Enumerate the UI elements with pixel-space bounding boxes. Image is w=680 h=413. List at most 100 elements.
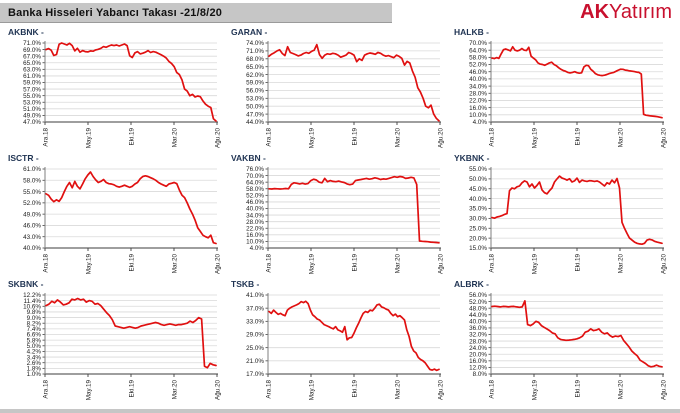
x-tick-label: May.19 bbox=[531, 254, 538, 275]
y-tick-label: 40.0% bbox=[469, 76, 487, 83]
y-tick-label: 37.0% bbox=[246, 305, 264, 312]
y-tick-label: 44.0% bbox=[246, 119, 264, 126]
y-tick-label: 56.0% bbox=[469, 292, 487, 299]
y-tick-label: 40.0% bbox=[246, 206, 264, 213]
y-tick-label: 40.0% bbox=[23, 245, 41, 252]
y-tick-label: 12.0% bbox=[469, 365, 487, 372]
y-tick-label: 56.0% bbox=[246, 88, 264, 95]
chart-isctr: ISCTR - 61.0% 58.0% 55.0% 52.0% 49.0% 46.0% 43.… bbox=[5, 153, 225, 278]
y-tick-label: 55.0% bbox=[469, 166, 487, 173]
x-tick-label: Ağu.20 bbox=[660, 380, 667, 400]
y-tick-label: 47.0% bbox=[23, 119, 41, 126]
y-tick-label: 64.0% bbox=[246, 179, 264, 186]
x-tick-label: Ağu.20 bbox=[214, 380, 221, 400]
x-tick-label: May.19 bbox=[308, 128, 315, 149]
y-tick-label: 55.0% bbox=[23, 93, 41, 100]
y-tick-label: 17.0% bbox=[246, 371, 264, 378]
y-tick-label: 61.0% bbox=[23, 73, 41, 80]
y-tick-label: 70.0% bbox=[246, 173, 264, 180]
x-tick-label: Eki.19 bbox=[574, 128, 581, 146]
x-tick-label: Eki.19 bbox=[351, 380, 358, 398]
y-tick-label: 5.8% bbox=[27, 337, 42, 344]
x-tick-label: Ağu.20 bbox=[660, 128, 667, 148]
chart-title: VAKBN - bbox=[231, 153, 266, 163]
y-tick-label: 34.0% bbox=[246, 212, 264, 219]
x-tick-label: May.19 bbox=[531, 128, 538, 149]
x-tick-label: May.19 bbox=[85, 128, 92, 149]
y-tick-label: 10.6% bbox=[23, 303, 41, 310]
y-tick-label: 22.0% bbox=[469, 98, 487, 105]
y-tick-label: 71.0% bbox=[23, 40, 41, 47]
y-tick-label: 50.0% bbox=[469, 176, 487, 183]
y-tick-label: 46.0% bbox=[23, 223, 41, 230]
y-tick-label: 25.0% bbox=[246, 345, 264, 352]
y-tick-label: 55.0% bbox=[23, 189, 41, 196]
y-tick-label: 52.0% bbox=[23, 200, 41, 207]
x-tick-label: May.19 bbox=[531, 380, 538, 401]
y-tick-label: 45.0% bbox=[469, 186, 487, 193]
chart-plot-halkb: 70.0%64.0%58.0%52.0%46.0%40.0%34.0%28.0%… bbox=[469, 40, 667, 149]
y-tick-label: 33.0% bbox=[246, 319, 264, 326]
chart-title: TSKB - bbox=[231, 279, 260, 289]
x-tick-label: Mar.20 bbox=[171, 380, 178, 400]
x-tick-label: Mar.20 bbox=[171, 254, 178, 274]
charts-grid: AKBNK -71.0% 69.0% 67.0% 65.0% 63.0% 61.0% 59.… bbox=[0, 26, 680, 404]
chart-title: ISCTR - bbox=[8, 153, 39, 163]
y-tick-label: 20.0% bbox=[469, 235, 487, 242]
y-tick-label: 10.0% bbox=[469, 112, 487, 119]
y-tick-label: 65.0% bbox=[246, 64, 264, 71]
y-tick-label: 52.0% bbox=[246, 193, 264, 200]
x-tick-label: Ara.18 bbox=[488, 380, 495, 399]
x-tick-label: Ara.18 bbox=[42, 128, 49, 147]
logo-yatirim: Yatırım bbox=[609, 1, 672, 23]
y-tick-label: 2.6% bbox=[27, 360, 42, 367]
y-tick-label: 43.0% bbox=[23, 234, 41, 241]
x-tick-label: Mar.20 bbox=[617, 254, 624, 274]
chart-title: YKBNK - bbox=[454, 153, 490, 163]
y-tick-label: 46.0% bbox=[469, 69, 487, 76]
x-tick-label: Mar.20 bbox=[617, 128, 624, 148]
y-tick-label: 58.0% bbox=[246, 186, 264, 193]
y-tick-label: 62.0% bbox=[246, 72, 264, 79]
y-tick-label: 3.4% bbox=[27, 354, 42, 361]
y-tick-label: 49.0% bbox=[23, 113, 41, 120]
y-tick-label: 24.0% bbox=[469, 345, 487, 352]
y-tick-label: 69.0% bbox=[23, 47, 41, 54]
y-tick-label: 16.0% bbox=[469, 358, 487, 365]
x-tick-label: Mar.20 bbox=[394, 128, 401, 148]
title-band: Banka Hisseleri Yabancı Takası -21/8/20 bbox=[0, 3, 392, 23]
y-tick-label: 4.2% bbox=[27, 349, 42, 356]
y-tick-label: 11.4% bbox=[24, 298, 42, 305]
chart-plot-isctr: 61.0% 58.0% 55.0% 52.0% 49.0% 46.0% 43.0% 40.0%… bbox=[23, 166, 221, 274]
y-tick-label: 7.4% bbox=[27, 326, 42, 333]
y-tick-label: 59.0% bbox=[246, 80, 264, 87]
chart-plot-albrk: 56.0%52.0%48.0%44.0%40.0%36.0%32.0%28.0%… bbox=[469, 292, 667, 401]
data-line-tskb bbox=[268, 300, 440, 372]
ak-yatirim-logo: AKYatırım bbox=[580, 1, 672, 23]
y-tick-label: 51.0% bbox=[23, 106, 41, 113]
chart-plot-tskb: 41.0% 37.0% 33.0% 29.0% 25.0% 21.0% 17.0%Ara.1… bbox=[246, 292, 444, 400]
y-tick-label: 9.8% bbox=[27, 309, 42, 316]
y-tick-label: 16.0% bbox=[246, 232, 264, 239]
x-tick-label: Ağu.20 bbox=[214, 128, 221, 148]
y-tick-label: 10.0% bbox=[246, 239, 264, 246]
y-tick-label: 32.0% bbox=[469, 332, 487, 339]
y-tick-label: 29.0% bbox=[246, 332, 264, 339]
chart-akbnk: AKBNK - 71.0% 69.0% 67.0% 65.0% 63.0% 61.0% 59.… bbox=[5, 27, 225, 152]
chart-skbnk: SKBNK - 12.2% 11.4% 10.6% 9.8% 9.0% 8.2% 7.4% 6.… bbox=[5, 279, 225, 404]
y-tick-label: 70.0% bbox=[469, 40, 487, 47]
y-tick-label: 16.0% bbox=[469, 105, 487, 112]
y-tick-label: 74.0% bbox=[246, 40, 264, 47]
y-tick-label: 8.0% bbox=[473, 371, 488, 378]
y-tick-label: 6.6% bbox=[27, 332, 42, 339]
y-tick-label: 53.0% bbox=[23, 99, 41, 106]
x-tick-label: Ağu.20 bbox=[660, 254, 667, 274]
logo-ak: AK bbox=[580, 1, 610, 23]
y-tick-label: 48.0% bbox=[469, 305, 487, 312]
y-tick-label: 9.0% bbox=[27, 315, 42, 322]
y-tick-label: 21.0% bbox=[246, 358, 264, 365]
y-tick-label: 5.0% bbox=[27, 343, 42, 350]
data-line-halkb bbox=[491, 45, 663, 119]
y-tick-label: 71.0% bbox=[246, 48, 264, 55]
